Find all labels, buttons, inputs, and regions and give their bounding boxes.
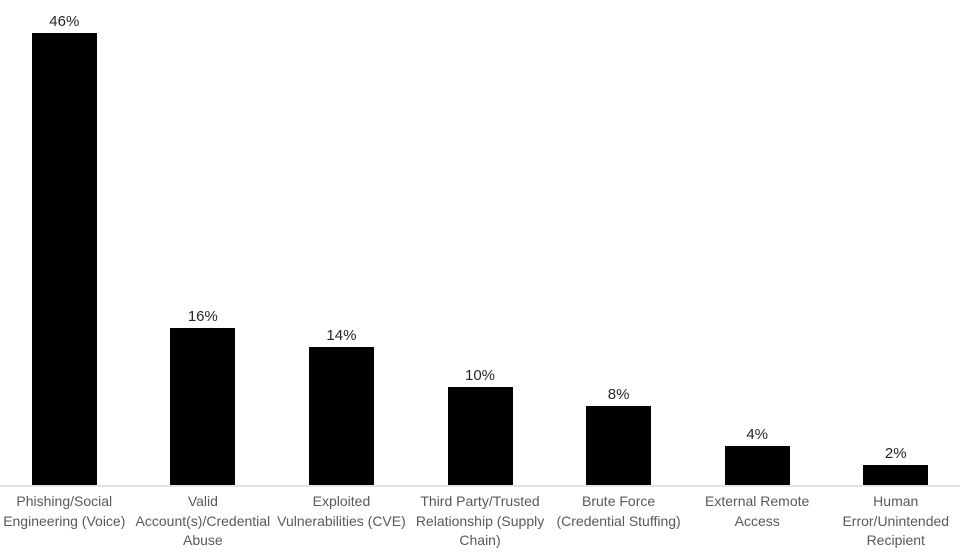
bar bbox=[308, 347, 374, 485]
category-label: External Remote Access bbox=[705, 493, 810, 529]
bar-column: 4% bbox=[688, 0, 827, 485]
category-label-cell: Exploited Vulnerabilities (CVE) bbox=[272, 492, 411, 551]
data-label: 46% bbox=[49, 13, 80, 30]
bar-column: 10% bbox=[411, 0, 550, 485]
data-label: 8% bbox=[607, 386, 630, 403]
data-label: 2% bbox=[884, 445, 907, 462]
bar bbox=[447, 387, 513, 485]
bar-column: 14% bbox=[272, 0, 411, 485]
category-label-cell: Third Party/Trusted Relationship (Supply… bbox=[411, 492, 550, 551]
category-label-cell: Brute Force (Credential Stuffing) bbox=[549, 492, 688, 551]
bar bbox=[724, 446, 790, 485]
bar bbox=[863, 465, 929, 485]
x-axis-line bbox=[0, 485, 960, 487]
category-label: Exploited Vulnerabilities (CVE) bbox=[277, 493, 406, 529]
category-label-cell: Valid Account(s)/Credential Abuse bbox=[134, 492, 273, 551]
bar-column: 8% bbox=[549, 0, 688, 485]
bar bbox=[31, 33, 97, 485]
bar bbox=[586, 406, 652, 485]
category-label: Valid Account(s)/Credential Abuse bbox=[135, 493, 271, 548]
plot-area: 46% 16% 14% 10% 8% 4% 2% bbox=[0, 0, 960, 485]
category-label-cell: External Remote Access bbox=[688, 492, 827, 551]
bar-column: 16% bbox=[134, 0, 273, 485]
category-label-cell: Phishing/Social Engineering (Voice) bbox=[0, 492, 134, 551]
category-label: Phishing/Social Engineering (Voice) bbox=[3, 493, 126, 529]
bar bbox=[170, 328, 236, 485]
category-label-cell: Human Error/Unintended Recipient bbox=[826, 492, 960, 551]
data-label: 4% bbox=[746, 426, 769, 443]
data-label: 14% bbox=[326, 327, 357, 344]
category-axis-labels: Phishing/Social Engineering (Voice) Valid… bbox=[0, 492, 960, 551]
data-label: 16% bbox=[187, 308, 218, 325]
category-label: Human Error/Unintended Recipient bbox=[842, 493, 950, 548]
category-label: Third Party/Trusted Relationship (Supply… bbox=[415, 493, 545, 548]
data-label: 10% bbox=[465, 367, 496, 384]
category-label: Brute Force (Credential Stuffing) bbox=[556, 493, 681, 529]
bar-column: 2% bbox=[826, 0, 960, 485]
bar-column: 46% bbox=[0, 0, 134, 485]
